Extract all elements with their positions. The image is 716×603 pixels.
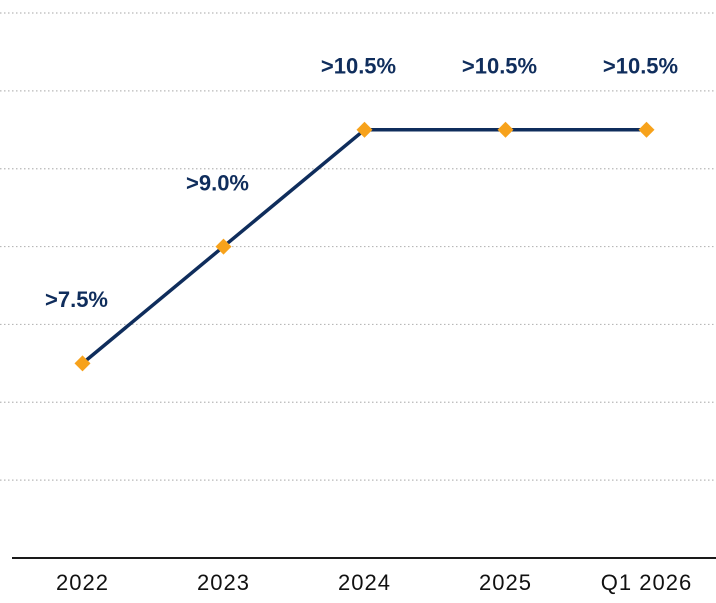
data-label: >10.5% — [462, 54, 537, 79]
x-tick-label: Q1 2026 — [601, 570, 692, 595]
data-label: >7.5% — [45, 287, 108, 312]
marker — [74, 355, 91, 372]
marker — [497, 121, 514, 138]
marker — [638, 121, 655, 138]
x-tick-label: 2025 — [479, 570, 532, 595]
data-label: >9.0% — [186, 170, 249, 195]
x-tick-label: 2023 — [197, 570, 250, 595]
marker — [356, 121, 373, 138]
data-label: >10.5% — [603, 54, 678, 79]
x-tick-label: 2024 — [338, 570, 391, 595]
data-label: >10.5% — [321, 54, 396, 79]
x-tick-label: 2022 — [56, 570, 109, 595]
marker — [215, 238, 232, 255]
